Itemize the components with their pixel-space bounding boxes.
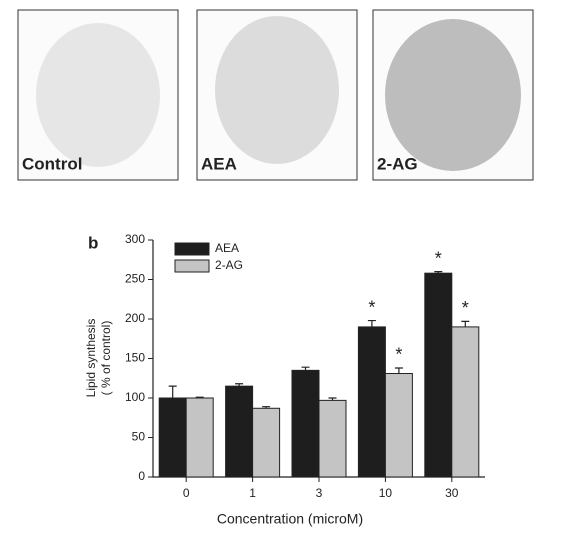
- y-tick-label: 200: [125, 311, 145, 325]
- tissue: [385, 19, 521, 171]
- bar: [357, 326, 386, 478]
- micrograph-panels: Control AEA 2-AG: [17, 9, 534, 181]
- bar: [185, 397, 214, 478]
- x-tick-label: 30: [445, 486, 459, 500]
- significance-marker: *: [368, 297, 375, 317]
- legend-label: 2-AG: [215, 258, 243, 272]
- x-tick-label: 3: [316, 486, 323, 500]
- x-tick-label: 0: [183, 486, 190, 500]
- error-bar: [235, 383, 244, 387]
- legend-label: AEA: [215, 241, 239, 255]
- bar: [424, 272, 453, 478]
- bar: [225, 385, 254, 478]
- y-tick-label: 100: [125, 390, 145, 404]
- y-axis-title-line: Lipid synthesis: [84, 319, 98, 398]
- y-tick-label: 300: [125, 232, 145, 246]
- tissue: [36, 23, 160, 167]
- x-axis-title: Concentration (microM): [217, 511, 363, 527]
- tissue: [215, 16, 339, 164]
- y-axis-title: Lipid synthesis ( % of control): [84, 319, 113, 398]
- error-bar: [168, 385, 177, 398]
- panel-label: Control: [22, 154, 82, 173]
- bar: [252, 407, 281, 478]
- x-tick-label: 1: [249, 486, 256, 500]
- bar: [158, 397, 187, 478]
- bar: [384, 373, 413, 478]
- legend-swatch: [174, 242, 210, 256]
- error-bar: [195, 396, 204, 398]
- y-axis-title-line: ( % of control): [99, 321, 113, 396]
- error-bar: [262, 406, 271, 409]
- x-tick-label: 10: [379, 486, 393, 500]
- error-bar: [434, 271, 443, 274]
- y-tick-label: 0: [138, 469, 145, 483]
- error-bar: [301, 366, 310, 371]
- bar: [291, 369, 320, 478]
- legend-swatch: [174, 259, 210, 273]
- error-bar: [461, 320, 470, 327]
- bar: [451, 326, 480, 478]
- significance-marker: *: [395, 345, 402, 365]
- figure-label: b: [88, 233, 98, 252]
- error-bar: [394, 367, 403, 374]
- error-bar: [367, 319, 376, 327]
- significance-marker: *: [462, 298, 469, 318]
- significance-marker: *: [435, 248, 442, 268]
- bar: [318, 399, 347, 478]
- y-tick-label: 150: [125, 351, 145, 365]
- y-tick-label: 50: [132, 430, 146, 444]
- panel-label: 2-AG: [377, 154, 418, 173]
- panel-label: AEA: [201, 154, 237, 173]
- error-bar: [328, 397, 337, 401]
- y-tick-label: 250: [125, 272, 145, 286]
